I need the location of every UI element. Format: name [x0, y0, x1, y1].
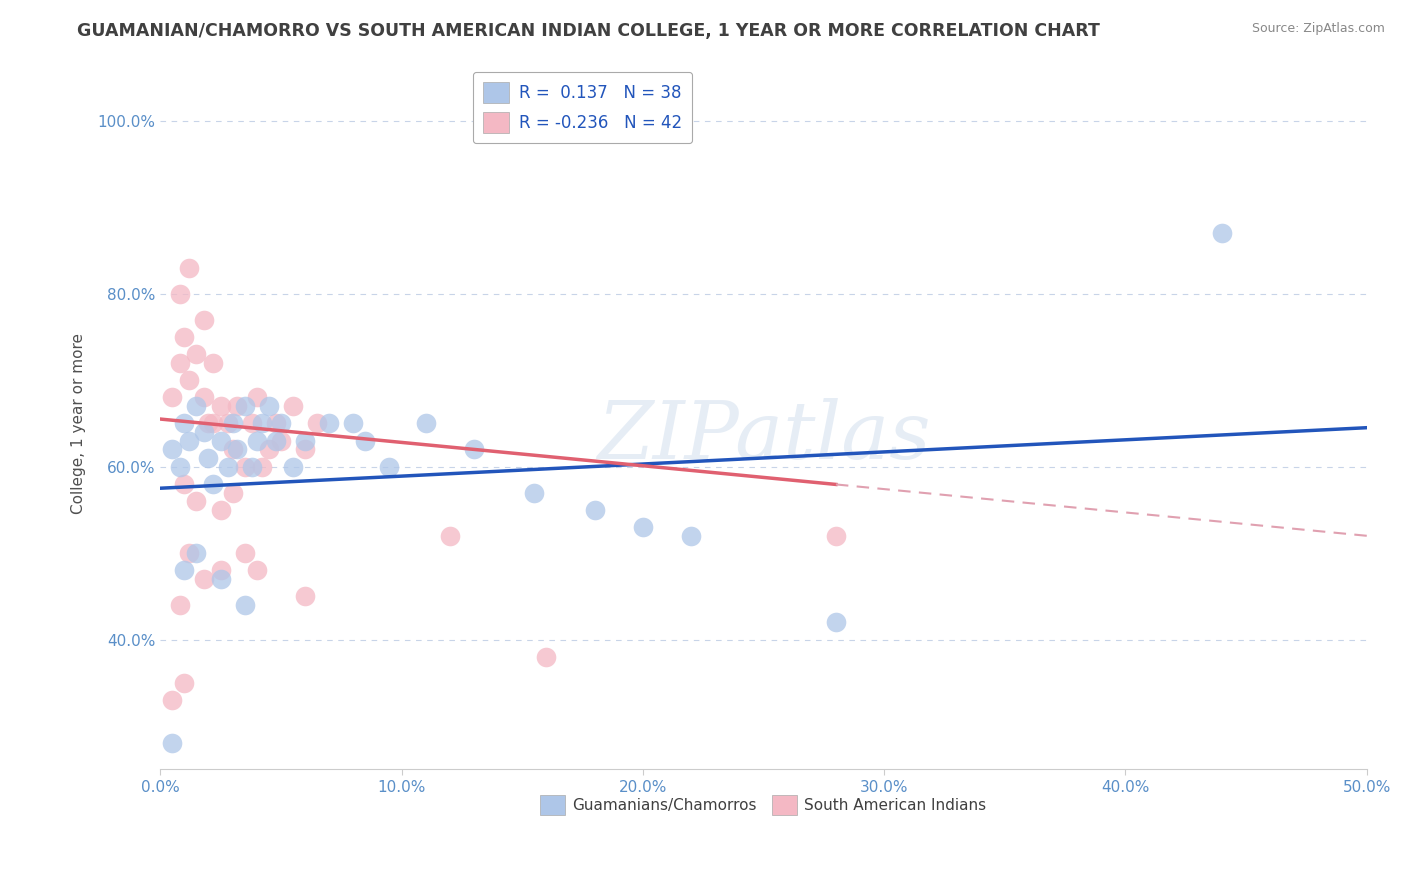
Point [197, 417, 219, 431]
Point [193, 425, 215, 439]
Point [246, 391, 269, 405]
Point [186, 494, 208, 508]
Point [221, 485, 243, 500]
Text: GUAMANIAN/CHAMORRO VS SOUTH AMERICAN INDIAN COLLEGE, 1 YEAR OR MORE CORRELATION : GUAMANIAN/CHAMORRO VS SOUTH AMERICAN IND… [77, 22, 1101, 40]
Point [169, 459, 191, 474]
Point [209, 434, 232, 448]
Point [318, 417, 340, 431]
Point [197, 450, 219, 465]
Point [202, 417, 225, 431]
Point [233, 546, 256, 560]
Point [233, 598, 256, 612]
Point [221, 442, 243, 457]
Point [307, 417, 329, 431]
Point [294, 590, 316, 604]
Point [173, 675, 195, 690]
Point [281, 399, 304, 413]
Point [193, 391, 215, 405]
Point [179, 373, 201, 387]
Point [270, 434, 292, 448]
Point [173, 563, 195, 577]
Point [825, 529, 848, 543]
Point [173, 417, 195, 431]
Point [217, 459, 239, 474]
Point [463, 442, 485, 457]
Point [186, 347, 208, 361]
Point [202, 476, 225, 491]
Point [246, 563, 269, 577]
Point [169, 598, 191, 612]
Point [250, 417, 273, 431]
Point [179, 546, 201, 560]
Point [270, 417, 292, 431]
Point [378, 459, 401, 474]
Point [294, 442, 316, 457]
Point [1211, 226, 1233, 240]
Point [217, 417, 239, 431]
Point [209, 563, 232, 577]
Point [209, 399, 232, 413]
Point [825, 615, 848, 630]
Point [179, 260, 201, 275]
Point [169, 356, 191, 370]
Text: ZIPatlas: ZIPatlas [596, 399, 931, 476]
Point [221, 417, 243, 431]
Point [264, 434, 287, 448]
Point [257, 399, 280, 413]
Point [264, 417, 287, 431]
Point [226, 399, 249, 413]
Point [162, 693, 184, 707]
Point [209, 503, 232, 517]
Point [162, 442, 184, 457]
Point [226, 442, 249, 457]
Point [681, 529, 703, 543]
Point [250, 459, 273, 474]
Point [240, 417, 263, 431]
Point [202, 356, 225, 370]
Point [240, 459, 263, 474]
Point [523, 485, 546, 500]
Point [169, 286, 191, 301]
Point [583, 503, 606, 517]
Point [257, 442, 280, 457]
Point [186, 399, 208, 413]
Point [294, 434, 316, 448]
Point [209, 572, 232, 586]
Point [342, 417, 364, 431]
Point [173, 330, 195, 344]
Y-axis label: College, 1 year or more: College, 1 year or more [72, 333, 86, 514]
Point [354, 434, 377, 448]
Point [193, 572, 215, 586]
Point [439, 529, 461, 543]
Point [186, 546, 208, 560]
Text: Source: ZipAtlas.com: Source: ZipAtlas.com [1251, 22, 1385, 36]
Point [193, 312, 215, 326]
Point [162, 736, 184, 750]
Point [233, 459, 256, 474]
Point [415, 417, 437, 431]
Point [173, 476, 195, 491]
Point [536, 649, 558, 664]
Point [179, 434, 201, 448]
Legend: Guamanians/Chamorros, South American Indians: Guamanians/Chamorros, South American Ind… [531, 786, 995, 824]
Point [631, 520, 654, 534]
Point [246, 434, 269, 448]
Point [281, 459, 304, 474]
Point [233, 399, 256, 413]
Point [162, 391, 184, 405]
